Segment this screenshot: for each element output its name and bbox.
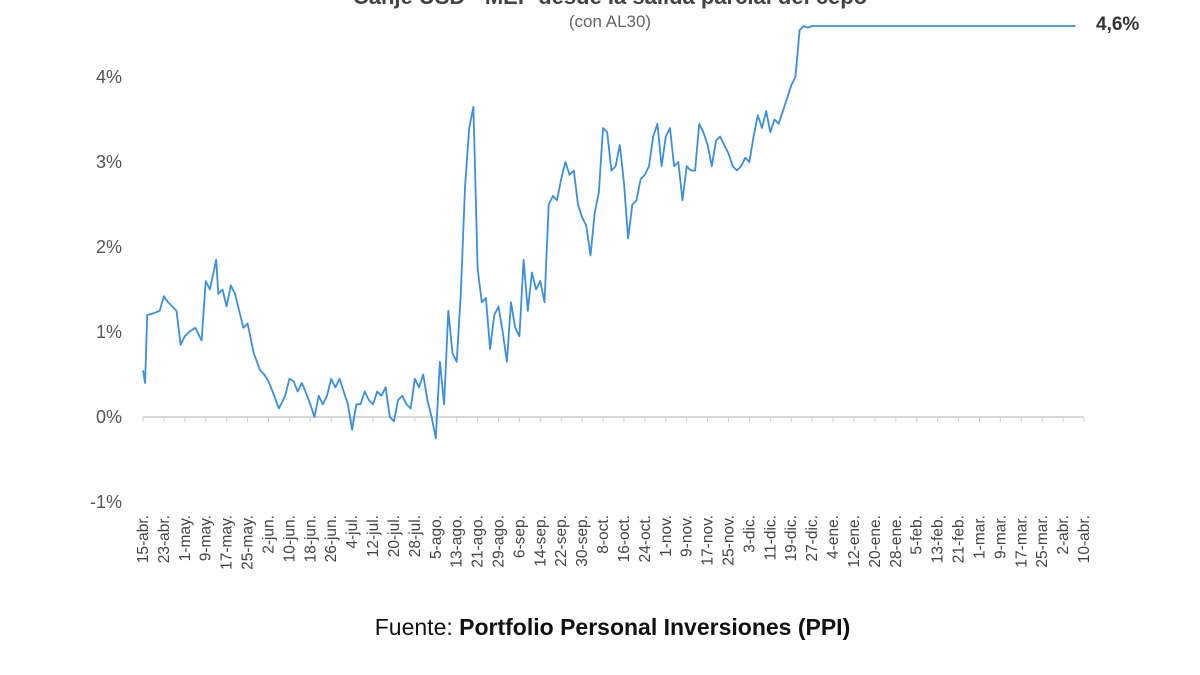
x-tick-label: 5-feb. xyxy=(909,515,926,555)
end-value-label: 4,6% xyxy=(1096,14,1139,35)
x-axis-ticks: 15-abr. 23-abr. 1-may. 9-may. 17-may. 25-may.… xyxy=(135,417,1093,570)
chart-subtitle: (con AL30) xyxy=(569,12,651,31)
x-tick-label: 16-oct. xyxy=(616,515,633,562)
x-tick-label: 19-dic. xyxy=(783,515,800,562)
x-tick-label: 30-sep. xyxy=(574,515,591,567)
x-tick-label: 12-jul. xyxy=(365,515,382,557)
x-tick-label: 25-may. xyxy=(240,515,257,570)
x-tick-label: 4-jul. xyxy=(344,515,361,549)
y-tick-label: 1% xyxy=(96,322,122,342)
x-tick-label: 20-jul. xyxy=(386,515,403,557)
x-tick-label: 13-feb. xyxy=(930,515,947,563)
source-note: Fuente: Portfolio Personal Inversiones (… xyxy=(0,614,1200,641)
x-tick-label: 26-jun. xyxy=(323,515,340,562)
x-tick-label: 4-ene. xyxy=(825,515,842,559)
x-tick-label: 5-ago. xyxy=(428,515,445,559)
x-tick-label: 28-ene. xyxy=(888,515,905,568)
y-tick-label: 0% xyxy=(96,407,122,427)
x-tick-label: 9-may. xyxy=(198,515,215,561)
chart-title: Canje USD - MEP desde la salida parcial … xyxy=(353,0,867,9)
source-prefix: Fuente: xyxy=(374,614,460,640)
x-tick-label: 25-nov. xyxy=(721,515,738,566)
x-tick-label: 1-mar. xyxy=(971,515,988,559)
x-tick-label: 1-may. xyxy=(177,515,194,561)
y-tick-label: 5% xyxy=(96,0,122,2)
x-tick-label: 25-mar. xyxy=(1034,515,1051,568)
y-tick-label: 2% xyxy=(96,237,122,257)
x-tick-label: 18-jun. xyxy=(302,515,319,562)
y-tick-label: -1% xyxy=(90,492,122,512)
x-tick-label: 15-abr. xyxy=(135,515,152,563)
x-tick-label: 21-feb. xyxy=(951,515,968,563)
x-tick-label: 3-dic. xyxy=(741,515,758,553)
x-tick-label: 24-oct. xyxy=(637,515,654,562)
x-tick-label: 21-ago. xyxy=(470,515,487,568)
x-tick-label: 29-ago. xyxy=(490,515,507,568)
x-tick-label: 22-sep. xyxy=(553,515,570,567)
x-tick-label: 12-ene. xyxy=(846,515,863,568)
series-group xyxy=(142,25,1076,440)
x-tick-label: 10-jun. xyxy=(281,515,298,562)
x-tick-label: 17-mar. xyxy=(1013,515,1030,568)
x-tick-label: 20-ene. xyxy=(867,515,884,568)
x-tick-label: 17-may. xyxy=(219,515,236,570)
series-line xyxy=(142,25,1076,440)
x-tick-label: 1-nov. xyxy=(658,515,675,557)
y-tick-label: 4% xyxy=(96,67,122,87)
x-tick-label: 2-abr. xyxy=(1055,515,1072,555)
y-tick-label: 3% xyxy=(96,152,122,172)
x-tick-label: 23-abr. xyxy=(156,515,173,563)
x-tick-label: 27-dic. xyxy=(804,515,821,562)
source-name: Portfolio Personal Inversiones (PPI) xyxy=(459,614,851,640)
x-tick-label: 6-sep. xyxy=(511,515,528,558)
x-tick-label: 8-oct. xyxy=(595,515,612,554)
x-tick-label: 13-ago. xyxy=(449,515,466,568)
y-axis-ticks: -1% 0% 1% 2% 3% 4% 5% xyxy=(90,0,122,512)
x-tick-label: 11-dic. xyxy=(762,515,779,560)
x-tick-label: 10-abr. xyxy=(1076,515,1093,563)
x-tick-label: 2-jun. xyxy=(260,515,277,554)
x-tick-label: 17-nov. xyxy=(700,515,717,566)
x-tick-label: 14-sep. xyxy=(532,515,549,567)
x-tick-label: 28-jul. xyxy=(407,515,424,557)
x-tick-label: 9-nov. xyxy=(679,515,696,557)
x-tick-label: 9-mar. xyxy=(992,515,1009,559)
